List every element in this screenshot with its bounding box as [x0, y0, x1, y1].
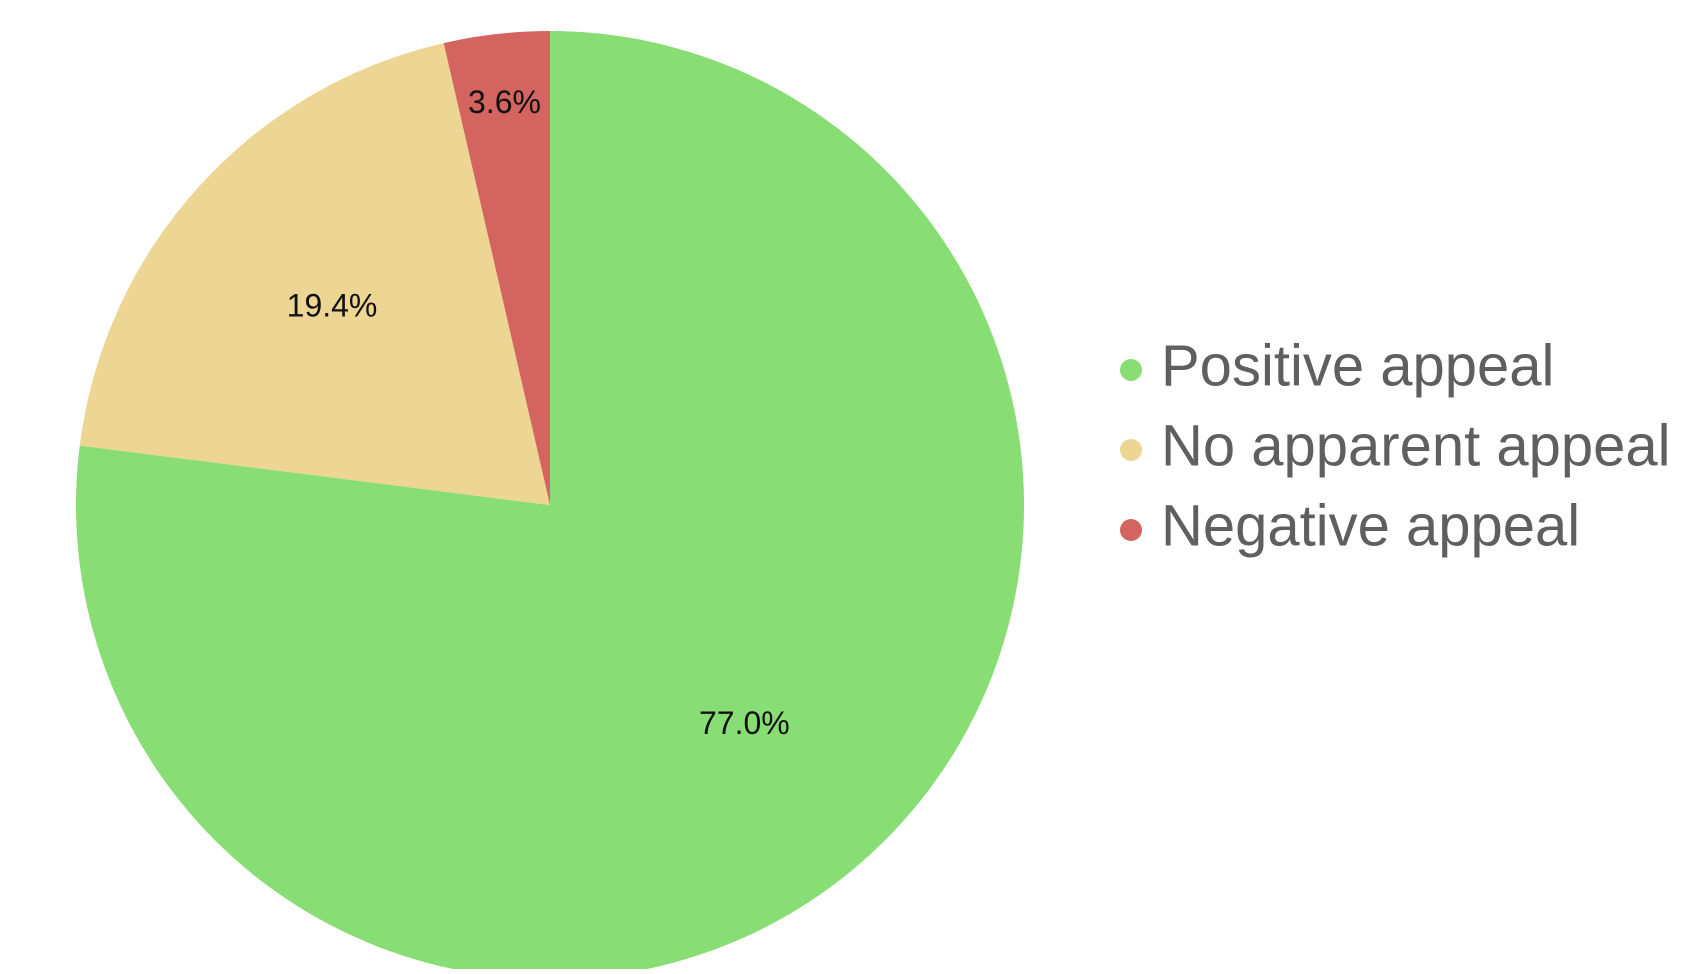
- data-label-no-apparent-appeal: 19.4%: [287, 287, 378, 323]
- legend-swatch-positive-appeal: [1120, 359, 1142, 381]
- slices-layer: [76, 31, 1024, 974]
- legend: Positive appeal No apparent appeal Negativ…: [1120, 333, 1671, 558]
- pie-slice-positive-appeal: [76, 31, 1024, 974]
- legend-item-no-apparent-appeal: No apparent appeal: [1120, 413, 1671, 478]
- legend-item-negative-appeal: Negative appeal: [1120, 493, 1580, 558]
- legend-swatch-no-apparent-appeal: [1120, 439, 1142, 461]
- pie-slice-no-apparent-appeal: [79, 43, 550, 506]
- legend-swatch-negative-appeal: [1120, 519, 1142, 541]
- data-label-negative-appeal: 3.6%: [468, 84, 541, 120]
- data-labels-layer: 77.0% 19.4% 3.6%: [287, 84, 790, 741]
- legend-label-positive-appeal: Positive appeal: [1161, 333, 1554, 398]
- legend-label-no-apparent-appeal: No apparent appeal: [1161, 413, 1671, 478]
- legend-item-positive-appeal: Positive appeal: [1120, 333, 1554, 398]
- pie-slice-negative-appeal: [443, 31, 550, 505]
- legend-label-negative-appeal: Negative appeal: [1161, 493, 1580, 558]
- data-label-positive-appeal: 77.0%: [699, 705, 790, 741]
